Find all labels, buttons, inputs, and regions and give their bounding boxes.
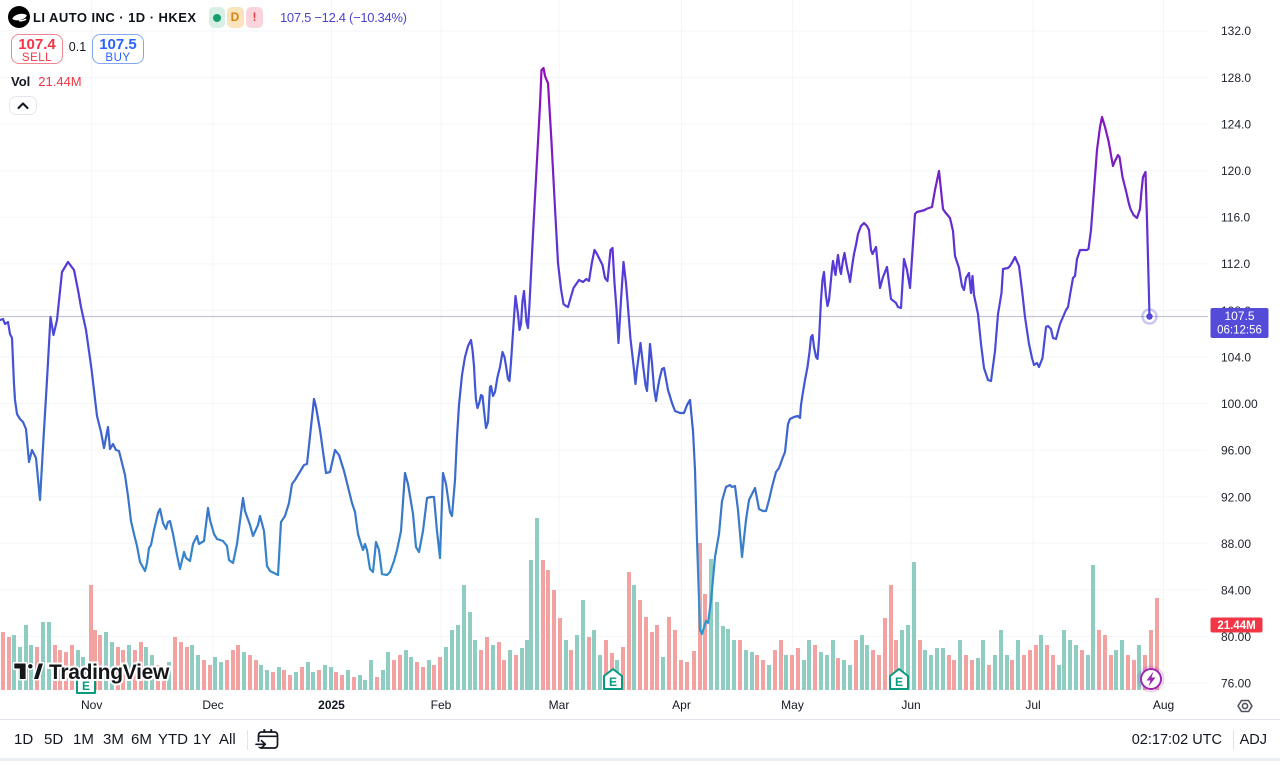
svg-text:Nov: Nov — [81, 698, 102, 712]
svg-text:2025: 2025 — [318, 698, 345, 712]
svg-text:May: May — [781, 698, 804, 712]
svg-text:80.00: 80.00 — [1221, 630, 1251, 644]
svg-text:112.0: 112.0 — [1221, 257, 1250, 271]
svg-text:Aug: Aug — [1153, 698, 1174, 712]
svg-text:88.00: 88.00 — [1221, 537, 1251, 551]
svg-text:Feb: Feb — [431, 698, 452, 712]
svg-text:76.00: 76.00 — [1221, 677, 1251, 691]
svg-text:E: E — [609, 675, 617, 689]
svg-text:132.0: 132.0 — [1221, 24, 1251, 38]
svg-text:E: E — [82, 679, 90, 693]
svg-text:E: E — [895, 675, 903, 689]
svg-text:Dec: Dec — [202, 698, 223, 712]
svg-text:21.44M: 21.44M — [1217, 620, 1255, 632]
svg-text:Apr: Apr — [672, 698, 691, 712]
svg-text:128.0: 128.0 — [1221, 71, 1251, 85]
svg-text:100.00: 100.00 — [1221, 397, 1258, 411]
svg-text:92.00: 92.00 — [1221, 490, 1251, 504]
svg-text:84.00: 84.00 — [1221, 584, 1251, 598]
svg-text:96.00: 96.00 — [1221, 444, 1251, 458]
svg-text:06:12:56: 06:12:56 — [1217, 325, 1262, 337]
svg-text:104.0: 104.0 — [1221, 350, 1251, 364]
svg-text:Jul: Jul — [1025, 698, 1040, 712]
svg-text:124.0: 124.0 — [1221, 117, 1251, 131]
svg-text:116.0: 116.0 — [1221, 211, 1250, 225]
svg-text:TradingView: TradingView — [49, 661, 170, 684]
svg-text:107.5: 107.5 — [1224, 309, 1254, 323]
svg-text:120.0: 120.0 — [1221, 164, 1251, 178]
svg-text:Jun: Jun — [901, 698, 920, 712]
svg-text:Mar: Mar — [549, 698, 570, 712]
